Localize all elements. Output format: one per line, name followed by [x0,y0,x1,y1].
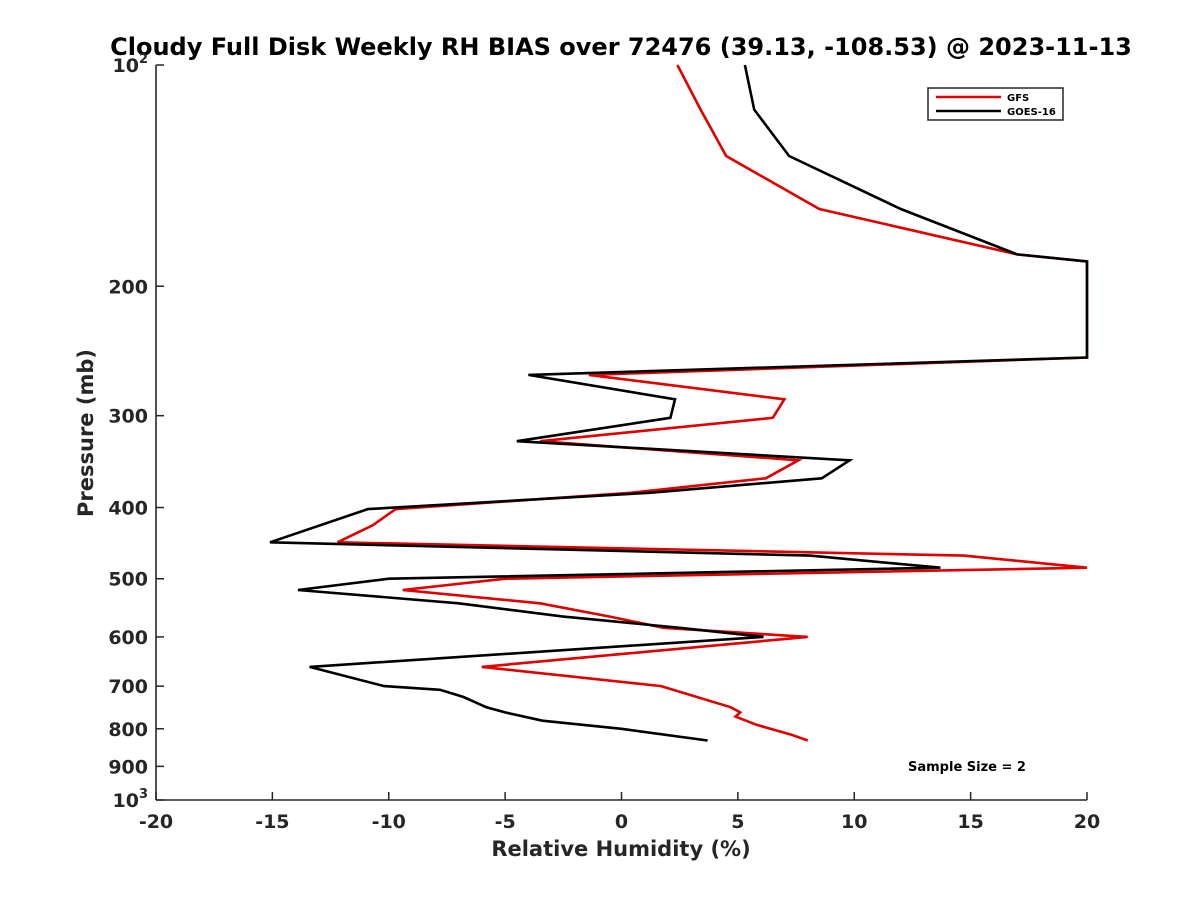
x-tick-label: -5 [495,811,516,833]
x-tick-label: 0 [615,811,628,833]
chart-title: Cloudy Full Disk Weekly RH BIAS over 724… [110,33,1132,61]
legend: GFS GOES-16 [927,87,1064,121]
y-tick-label: 400 [108,498,148,520]
sample-size-annotation: Sample Size = 2 [908,760,1026,775]
x-tick-label: 15 [957,811,983,833]
y-axis-label: Pressure (mb) [74,349,98,517]
y-tick-label: 700 [108,676,148,698]
x-tick-label: 5 [731,811,744,833]
x-ticks: -20 -15 -10 -5 0 5 10 15 20 [139,792,1100,833]
x-tick-label: -10 [372,811,406,833]
legend-label-goes16: GOES-16 [1007,107,1056,118]
series-layer [269,64,1089,742]
x-tick-label: 20 [1074,811,1100,833]
y-ticks: 102 200 300 400 500 600 700 800 900 103 [108,52,164,812]
x-tick-label: -20 [139,811,173,833]
legend-label-gfs: GFS [1007,93,1029,104]
y-tick-label: 102 [113,52,149,77]
y-tick-label: 500 [108,569,148,591]
y-tick-label: 800 [108,719,148,741]
x-tick-label: -15 [255,811,289,833]
y-tick-label: 600 [108,627,148,649]
y-tick-label: 103 [113,787,149,812]
legend-box [927,87,1064,121]
x-axis-label: Relative Humidity (%) [491,837,750,861]
y-tick-label: 300 [108,406,148,428]
y-tick-label: 200 [108,276,148,298]
series-line-goes16 [269,64,1089,742]
x-tick-label: 10 [841,811,867,833]
y-tick-label: 900 [108,756,148,778]
